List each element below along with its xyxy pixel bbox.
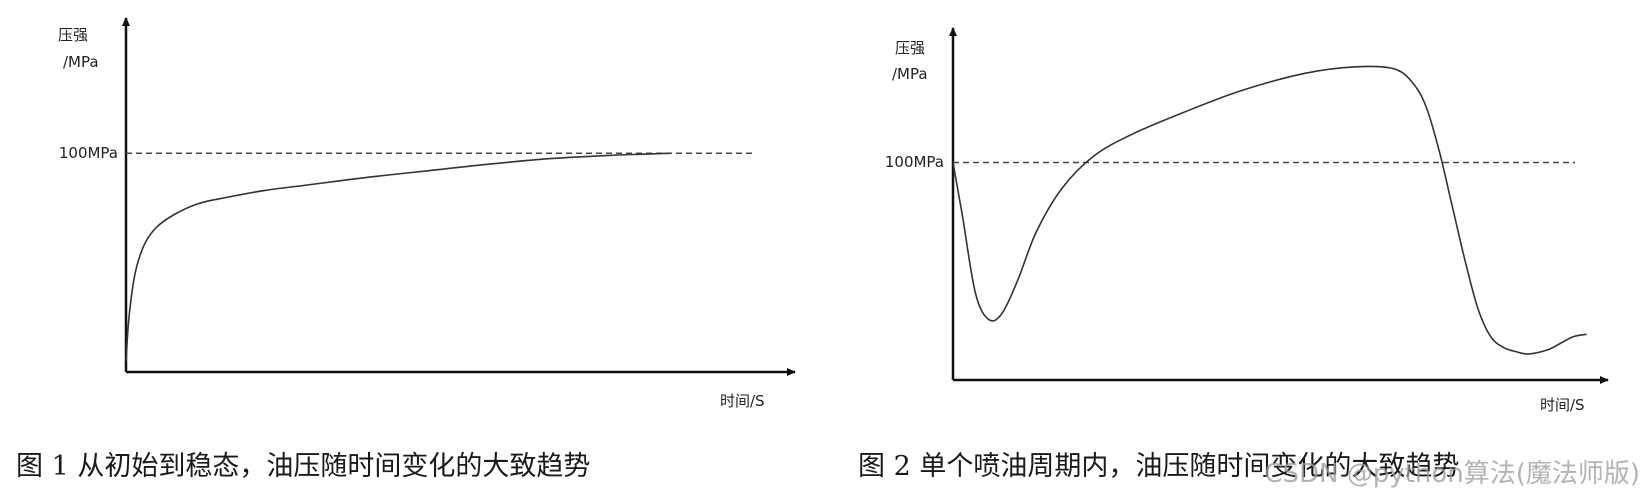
chart-2-y-axis-unit: /MPa [892,65,928,83]
chart-2-reference-label: 100MPa [885,153,944,171]
chart-2: 100MPa 压强 /MPa 时间/S 图 2 单个喷油周期内，油压随时间变化的… [858,27,1609,482]
chart-1-x-axis-title: 时间/S [720,392,765,410]
chart-2-y-axis-title: 压强 [895,39,925,57]
chart-2-series-line [952,65,1587,355]
chart-2-caption: 图 2 单个喷油周期内，油压随时间变化的大致趋势 [858,451,1459,482]
chart-1: 100MPa 压强 /MPa 时间/S 图 1 从初始到稳态，油压随时间变化的大… [16,17,796,482]
chart-1-caption: 图 1 从初始到稳态，油压随时间变化的大致趋势 [16,451,590,482]
chart-1-y-axis-unit: /MPa [63,53,99,71]
chart-1-y-axis-title: 压强 [58,26,88,44]
chart-2-x-axis-title: 时间/S [1540,396,1585,414]
chart-1-series-line [125,152,670,362]
chart-1-reference-label: 100MPa [59,144,118,162]
watermark: CSDN @python算法(魔法师版) [1264,459,1640,489]
